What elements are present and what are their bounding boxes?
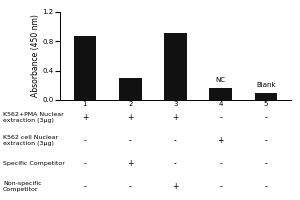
Text: Specific Competitor: Specific Competitor	[3, 161, 65, 166]
Text: -: -	[265, 113, 268, 122]
Bar	[209, 88, 232, 100]
Text: K562+PMA Nuclear
extraction (3μg): K562+PMA Nuclear extraction (3μg)	[3, 112, 64, 123]
Bar	[119, 78, 142, 100]
Text: Blank: Blank	[256, 82, 276, 88]
Text: -: -	[174, 159, 177, 168]
Text: +: +	[218, 136, 224, 145]
Bar	[164, 33, 187, 100]
Text: NC: NC	[216, 77, 226, 83]
Text: -: -	[265, 159, 268, 168]
Bar	[74, 36, 96, 100]
Text: -: -	[129, 182, 132, 191]
Text: Non-specific
Competitor: Non-specific Competitor	[3, 181, 42, 192]
Text: +: +	[127, 113, 134, 122]
Text: -: -	[219, 159, 222, 168]
Text: +: +	[172, 113, 179, 122]
Text: -: -	[219, 182, 222, 191]
Text: -: -	[265, 182, 268, 191]
Text: -: -	[129, 136, 132, 145]
Text: -: -	[83, 159, 86, 168]
Text: -: -	[265, 136, 268, 145]
Bar	[255, 93, 278, 100]
Text: +: +	[82, 113, 88, 122]
Text: -: -	[174, 136, 177, 145]
Text: +: +	[127, 159, 134, 168]
Text: -: -	[83, 136, 86, 145]
Text: -: -	[219, 113, 222, 122]
Y-axis label: Absorbance (450 nm): Absorbance (450 nm)	[31, 15, 40, 97]
Text: -: -	[83, 182, 86, 191]
Text: +: +	[172, 182, 179, 191]
Text: K562 cell Nuclear
extraction (3μg): K562 cell Nuclear extraction (3μg)	[3, 135, 58, 146]
